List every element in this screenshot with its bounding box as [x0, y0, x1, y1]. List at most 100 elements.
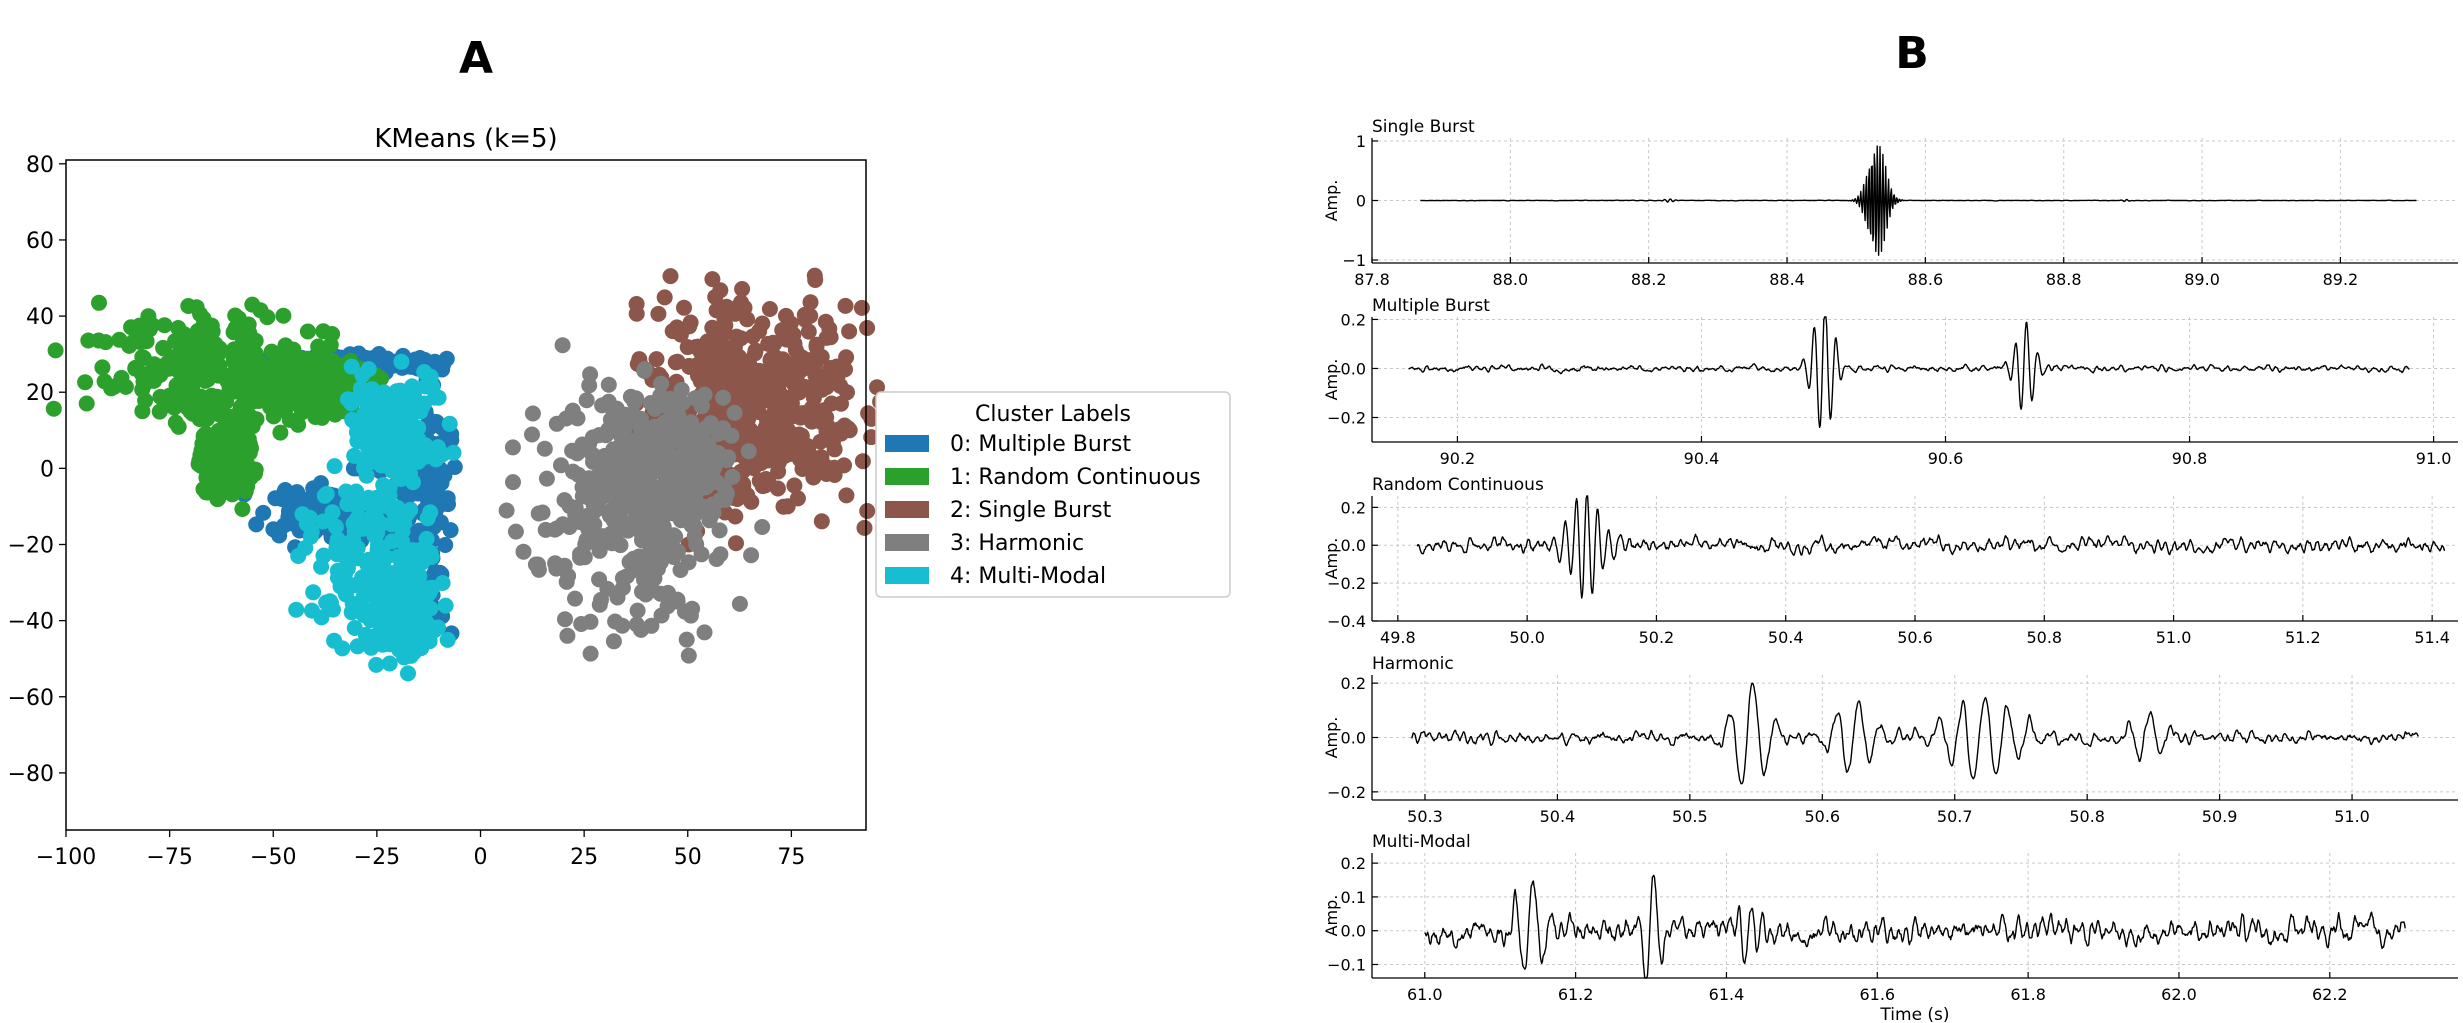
y-tick-label: −0.2: [1327, 783, 1366, 802]
scatter-point: [303, 402, 320, 419]
scatter-point: [674, 395, 691, 411]
scatter-point: [582, 645, 599, 662]
scatter-point: [360, 489, 377, 506]
scatter-point: [856, 519, 873, 536]
scatter-point: [329, 535, 346, 552]
scatter-point: [709, 344, 726, 361]
scatter-point: [748, 398, 765, 415]
scatter-point: [94, 359, 111, 376]
scatter-point: [515, 543, 532, 560]
scatter-point: [657, 431, 674, 448]
y-tick-label: 0: [40, 457, 54, 482]
scatter-point: [628, 499, 645, 516]
scatter-point: [682, 457, 699, 474]
legend-swatch: [885, 501, 929, 518]
scatter-point: [346, 577, 363, 594]
x-tick-label: 90.4: [1684, 449, 1720, 468]
scatter-point: [507, 523, 524, 540]
scatter-point: [832, 360, 849, 376]
scatter-point: [524, 426, 540, 443]
scatter-point: [711, 522, 728, 539]
scatter-point: [859, 320, 876, 336]
x-tick-label: 61.4: [1709, 985, 1745, 1004]
scatter-point: [764, 421, 781, 438]
scatter-point: [316, 365, 333, 382]
scatter-point: [381, 655, 398, 672]
x-tick-label: 89.2: [2323, 270, 2359, 289]
scatter-point: [653, 375, 670, 392]
y-tick-label: 0.2: [1341, 498, 1366, 517]
scatter-point: [812, 460, 829, 477]
scatter-point: [708, 551, 725, 567]
scatter-point: [80, 332, 97, 349]
x-tick-label: 88.0: [1493, 270, 1529, 289]
x-tick-label: 61.6: [1859, 985, 1895, 1004]
scatter-point: [385, 502, 401, 519]
scatter-point: [326, 458, 343, 475]
scatter-point: [168, 377, 185, 394]
y-axis-label: Amp.: [1322, 895, 1341, 937]
scatter-point: [376, 384, 392, 401]
scatter-point: [431, 465, 448, 482]
subplot-title: Multi-Modal: [1372, 832, 1471, 852]
scatter-point: [663, 493, 680, 510]
scatter-point: [399, 505, 416, 522]
scatter-point: [415, 608, 432, 625]
x-tick-label: 50.2: [1639, 628, 1675, 647]
scatter-point: [619, 445, 635, 462]
scatter-point: [638, 450, 655, 467]
scatter-point: [641, 430, 658, 447]
scatter-point: [437, 537, 454, 553]
scatter-point: [184, 381, 201, 398]
scatter-point: [778, 427, 795, 444]
scatter-point: [305, 488, 322, 505]
scatter-point: [536, 440, 553, 457]
scatter-point: [634, 470, 651, 487]
scatter-point: [217, 460, 234, 477]
scatter-point: [744, 328, 761, 345]
scatter-point: [358, 467, 375, 484]
scatter-point: [735, 388, 752, 405]
scatter-point: [854, 453, 871, 470]
x-tick-label: 50: [674, 845, 702, 870]
x-tick-label: 50.7: [1937, 807, 1973, 826]
x-tick-label: 49.8: [1380, 628, 1416, 647]
scatter-point: [200, 461, 217, 478]
scatter-point: [199, 410, 216, 427]
waveform-panels: Single Burst 87.8 88.0 88.2 88.4 88.6 88.8 89.0…: [1322, 117, 2458, 1023]
scatter-point: [417, 485, 433, 502]
scatter-point: [255, 504, 272, 521]
scatter-point: [648, 351, 665, 368]
scatter-point: [622, 388, 639, 405]
scatter-point: [786, 477, 803, 494]
scatter-point: [794, 405, 811, 422]
scatter-point: [299, 350, 316, 367]
scatter-point: [347, 545, 364, 562]
scatter-point: [332, 578, 349, 595]
scatter-point: [123, 319, 140, 336]
x-tick-label: 88.4: [1769, 270, 1805, 289]
x-axis-label: Time (s): [1879, 1005, 1949, 1023]
scatter-point: [813, 513, 830, 530]
scatter-point: [818, 329, 835, 346]
scatter-point: [417, 437, 434, 454]
scatter-point: [381, 487, 398, 504]
scatter-point: [365, 453, 382, 470]
x-tick-label: −50: [250, 845, 296, 870]
x-tick-label: −75: [146, 845, 192, 870]
scatter-point: [445, 444, 462, 461]
scatter-point: [558, 573, 575, 590]
scatter-point: [77, 374, 94, 391]
scatter-point: [373, 370, 389, 387]
legend-title: Cluster Labels: [975, 402, 1131, 427]
scatter-point: [127, 360, 144, 377]
scatter-point: [322, 336, 339, 353]
scatter-point: [633, 621, 649, 638]
scatter-point: [680, 647, 697, 664]
x-tick-label: 50.4: [1540, 807, 1576, 826]
scatter-point: [288, 601, 305, 618]
scatter-point: [419, 510, 436, 527]
scatter-point: [636, 361, 653, 378]
x-tick-label: 50.9: [2202, 807, 2238, 826]
scatter-point: [667, 528, 684, 545]
